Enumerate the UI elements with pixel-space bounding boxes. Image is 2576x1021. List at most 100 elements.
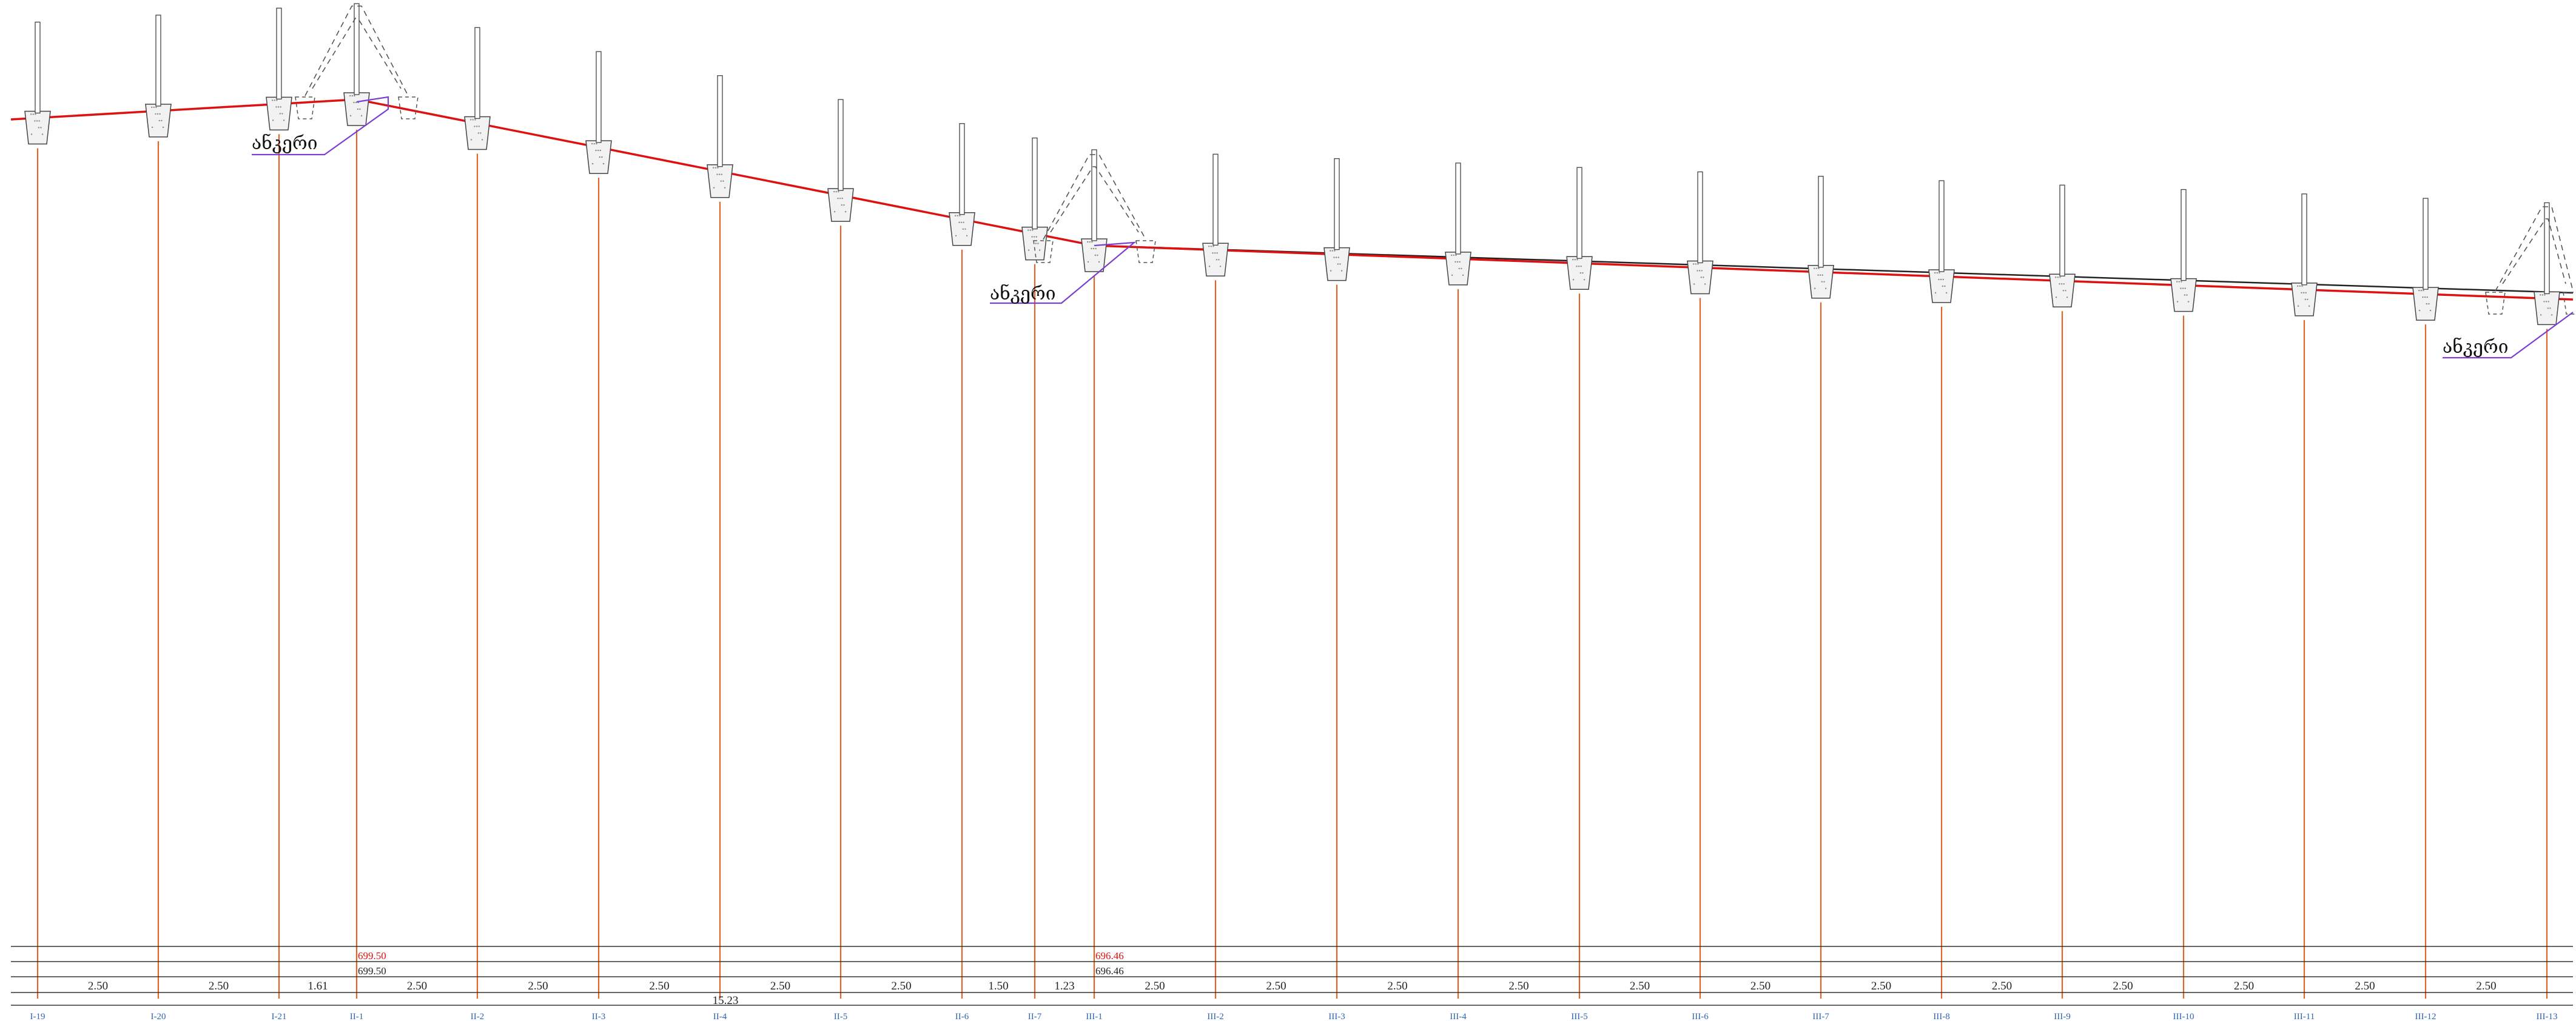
footing-texture-dot — [601, 156, 603, 158]
footing-texture-dot — [1216, 259, 1218, 261]
footing-texture-dot — [2299, 285, 2301, 287]
footing-texture-dot — [2540, 294, 2541, 296]
footing-texture-dot — [1098, 261, 1100, 263]
footing-texture-dot — [1940, 278, 1942, 281]
fence-post — [1212, 153, 1219, 246]
footing-texture-dot — [2301, 292, 2302, 294]
station-label: III-9 — [2054, 1012, 2070, 1021]
footing-texture-dot — [1814, 267, 1815, 269]
anchor-footing — [2485, 292, 2506, 315]
footing-texture-dot — [2184, 294, 2185, 296]
station-label: III-6 — [1692, 1012, 1709, 1021]
footing-texture-dot — [472, 119, 474, 121]
footing-texture-dot — [957, 215, 959, 216]
footing-texture-dot — [153, 106, 155, 109]
footing-texture-dot — [2187, 301, 2190, 303]
anchor-brace — [304, 5, 409, 96]
fence-post — [1939, 180, 1945, 272]
footing-texture-dot — [360, 115, 363, 117]
footing-texture-dot — [2305, 292, 2307, 294]
footing-texture-dot — [151, 106, 153, 109]
footing-texture-dot — [354, 95, 355, 97]
fence-post — [1091, 149, 1097, 241]
anchor-footing — [1033, 240, 1054, 263]
footing-texture-dot — [722, 180, 724, 182]
footing-texture-dot — [2176, 301, 2179, 303]
fence-post — [354, 3, 360, 95]
footing-texture-dot — [2545, 301, 2547, 303]
design-line — [10, 98, 2574, 301]
footing-texture-dot — [156, 113, 159, 115]
footing-texture-dot — [1337, 263, 1339, 265]
post-footing — [1928, 269, 1955, 303]
post-footing — [1021, 226, 1048, 261]
station-labels: I-19 I-20 I-21 II-1 II-2 II-3 II-4 II-5 II-6 II-7… — [30, 1012, 2558, 1021]
footing-texture-dot — [38, 120, 40, 122]
footing-texture-dot — [2055, 296, 2057, 298]
distance-label: 2.50 — [88, 980, 108, 993]
footing-texture-dot — [1936, 272, 1938, 274]
footing-texture-dot — [838, 190, 839, 193]
fence-post — [1818, 176, 1824, 268]
footing-texture-dot — [2541, 294, 2543, 296]
anchor-brace — [2495, 206, 2574, 292]
footing-texture-dot — [1331, 250, 1333, 252]
footing-texture-dot — [1700, 276, 1702, 278]
footing-texture-dot — [718, 173, 721, 175]
footing-texture-dot — [716, 173, 718, 175]
footing-texture-dot — [713, 187, 715, 189]
footing-texture-dot — [1461, 267, 1462, 270]
footing-texture-dot — [1704, 283, 1706, 285]
footing-texture-dot — [2418, 289, 2420, 292]
footing-texture-dot — [2176, 281, 2178, 283]
footing-texture-dot — [30, 133, 33, 135]
footing-texture-dot — [1578, 266, 1580, 267]
footing-texture-dot — [2420, 289, 2422, 292]
anchor-footing — [2563, 292, 2576, 315]
footing-texture-dot — [281, 113, 283, 115]
footing-texture-dot — [1027, 249, 1030, 251]
post-footing — [827, 188, 854, 222]
footing-texture-dot — [2059, 276, 2061, 278]
footing-texture-dot — [724, 187, 726, 189]
footing-texture-dot — [1462, 274, 1464, 276]
footing-texture-dot — [839, 197, 841, 199]
footing-texture-dot — [1089, 241, 1091, 243]
footing-texture-dot — [1340, 270, 1343, 272]
footing-texture-dot — [1938, 278, 1940, 281]
distance-label: 2.50 — [528, 980, 548, 993]
footing-texture-dot — [596, 142, 597, 145]
footing-texture-dot — [1815, 267, 1817, 269]
elevation-design-ii1: 699.50 — [358, 950, 386, 962]
footing-texture-dot — [1095, 247, 1097, 250]
footing-texture-dot — [1029, 229, 1032, 231]
post-footing — [585, 140, 612, 174]
footing-texture-dot — [1693, 263, 1695, 265]
footing-texture-dot — [2059, 283, 2060, 285]
footing-texture-dot — [2066, 296, 2068, 298]
footing-texture-dot — [2428, 303, 2430, 305]
anchor-braces — [252, 5, 2576, 359]
footing-texture-dot — [1027, 229, 1029, 231]
footing-texture-dot — [1212, 252, 1214, 254]
distance-label: 2.50 — [1630, 980, 1650, 993]
station-label: III-3 — [1328, 1012, 1345, 1021]
footing-texture-dot — [2182, 287, 2184, 289]
footing-texture-dot — [2549, 307, 2551, 309]
footing-texture-dot — [2065, 290, 2067, 292]
footing-texture-dot — [359, 108, 361, 110]
elevation-existing-iii1: 696.46 — [1095, 965, 1124, 977]
footing-texture-dot — [1942, 278, 1944, 281]
fence-posts — [24, 3, 2560, 326]
footing-texture-dot — [1698, 270, 1701, 272]
footing-texture-dot — [349, 95, 351, 97]
footing-texture-dot — [159, 113, 161, 115]
footing-texture-dot — [1456, 261, 1459, 263]
footing-texture-dot — [2423, 289, 2424, 292]
footing-texture-dot — [2426, 296, 2428, 298]
fence-post — [2423, 198, 2429, 290]
footing-texture-dot — [1035, 243, 1037, 244]
post-footing — [2412, 287, 2439, 321]
post-footing — [464, 116, 491, 150]
